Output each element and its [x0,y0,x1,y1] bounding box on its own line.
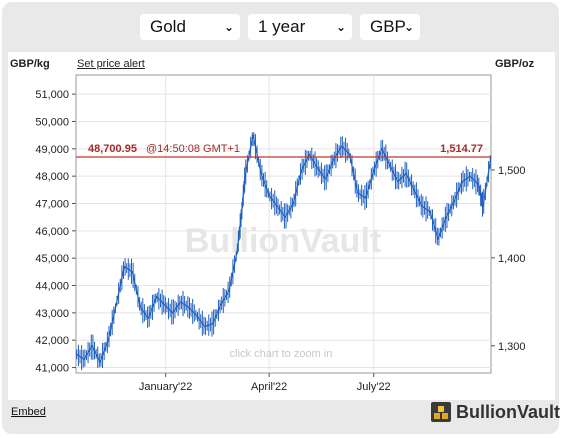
brand-name: BullionVault [456,402,561,422]
zoom-hint: click chart to zoom in [230,348,333,360]
left-tick-label: 51,000 [35,89,69,101]
period-select-value: 1 year [258,17,306,36]
period-select[interactable]: 1 year ⌄ [248,14,352,40]
x-tick-label: January'22 [139,381,192,393]
gold-bars-icon [431,402,451,422]
right-tick-label: 1,300 [498,341,526,353]
left-tick-label: 43,000 [35,308,69,320]
metal-select[interactable]: Gold ⌄ [140,14,240,40]
left-tick-label: 49,000 [35,144,69,156]
right-tick-label: 1,400 [498,253,526,265]
left-tick-label: 47,000 [35,198,69,210]
metal-select-value: Gold [150,17,186,36]
chart-controls: Gold ⌄ 1 year ⌄ GBP ⌄ [0,14,563,42]
left-tick-label: 42,000 [35,335,69,347]
right-tick-label: 1,500 [498,165,526,177]
chevron-down-icon: ⌄ [223,20,234,34]
currency-select[interactable]: GBP ⌄ [360,14,420,40]
left-tick-label: 48,000 [35,171,69,183]
embed-link[interactable]: Embed [11,406,46,418]
grid [76,75,491,373]
left-axis-ticks: 41,000 42,000 43,000 44,000 45,000 46,000 47,0… [35,89,76,375]
x-tick-label: April'22 [251,381,287,393]
current-price-kg-label: 48,700.95 [88,143,137,155]
price-series [75,132,492,371]
left-axis-unit: GBP/kg [10,58,50,70]
current-price-time-label: @14:50:08 GMT+1 [146,143,240,155]
set-price-alert-link[interactable]: Set price alert [77,58,145,70]
right-axis-ticks: 1,300 1,400 1,500 [491,165,526,353]
x-axis-ticks: January'22 April'22 July'22 [139,373,391,393]
x-tick-label: July'22 [357,381,391,393]
current-price-oz-label: 1,514.77 [440,143,483,155]
left-tick-label: 45,000 [35,253,69,265]
chevron-down-icon: ⌄ [335,20,346,34]
plot-area [75,74,492,374]
left-tick-label: 46,000 [35,226,69,238]
chevron-down-icon: ⌄ [403,20,414,34]
currency-select-value: GBP [370,17,406,36]
right-axis-unit: GBP/oz [495,58,535,70]
left-tick-label: 50,000 [35,116,69,128]
chart-watermark: BullionVault [185,222,381,260]
current-price-marker: 48,700.95 @14:50:08 GMT+1 1,514.77 [76,143,491,158]
left-tick-label: 41,000 [35,363,69,375]
left-tick-label: 44,000 [35,281,69,293]
